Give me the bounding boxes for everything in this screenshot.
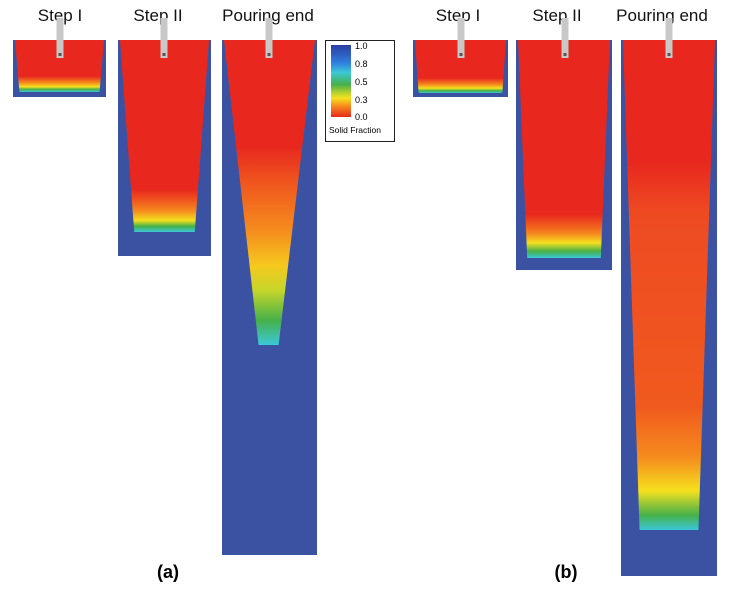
tick: 1.0 — [355, 41, 368, 51]
color-legend: 1.0 0.8 0.5 0.3 0.0 Solid Fraction — [325, 40, 395, 142]
tick: 0.0 — [355, 112, 368, 122]
mold-a-step2 — [118, 40, 211, 256]
sensor-rod — [457, 18, 465, 58]
label-b-pouring-end: Pouring end — [616, 6, 708, 25]
label-b-step2: Step II — [532, 6, 582, 25]
melt — [120, 40, 209, 232]
sensor-rod — [561, 18, 569, 58]
colorbar — [331, 45, 351, 117]
mold-b-step1 — [413, 40, 508, 97]
melt — [518, 40, 610, 258]
caption-a: (a) — [157, 562, 179, 582]
melt — [224, 40, 315, 345]
sensor-rod — [56, 18, 64, 58]
mold-b-step2 — [516, 40, 612, 270]
mold-b-pouring-end — [621, 40, 717, 576]
tick: 0.3 — [355, 95, 368, 105]
melt — [623, 40, 715, 530]
sensor-rod — [160, 18, 168, 58]
sensor-rod — [265, 18, 273, 58]
sensor-rod — [665, 18, 673, 58]
legend-title: Solid Fraction — [329, 125, 381, 135]
label-a-pouring-end: Pouring end — [222, 6, 314, 25]
label-a-step2: Step II — [133, 6, 183, 25]
tick: 0.8 — [355, 59, 368, 69]
mold-a-pouring-end — [222, 40, 317, 555]
label-b-step1: Step I — [435, 6, 481, 25]
label-a-step1: Step I — [37, 6, 83, 25]
tick: 0.5 — [355, 77, 368, 87]
caption-b: (b) — [554, 562, 578, 582]
